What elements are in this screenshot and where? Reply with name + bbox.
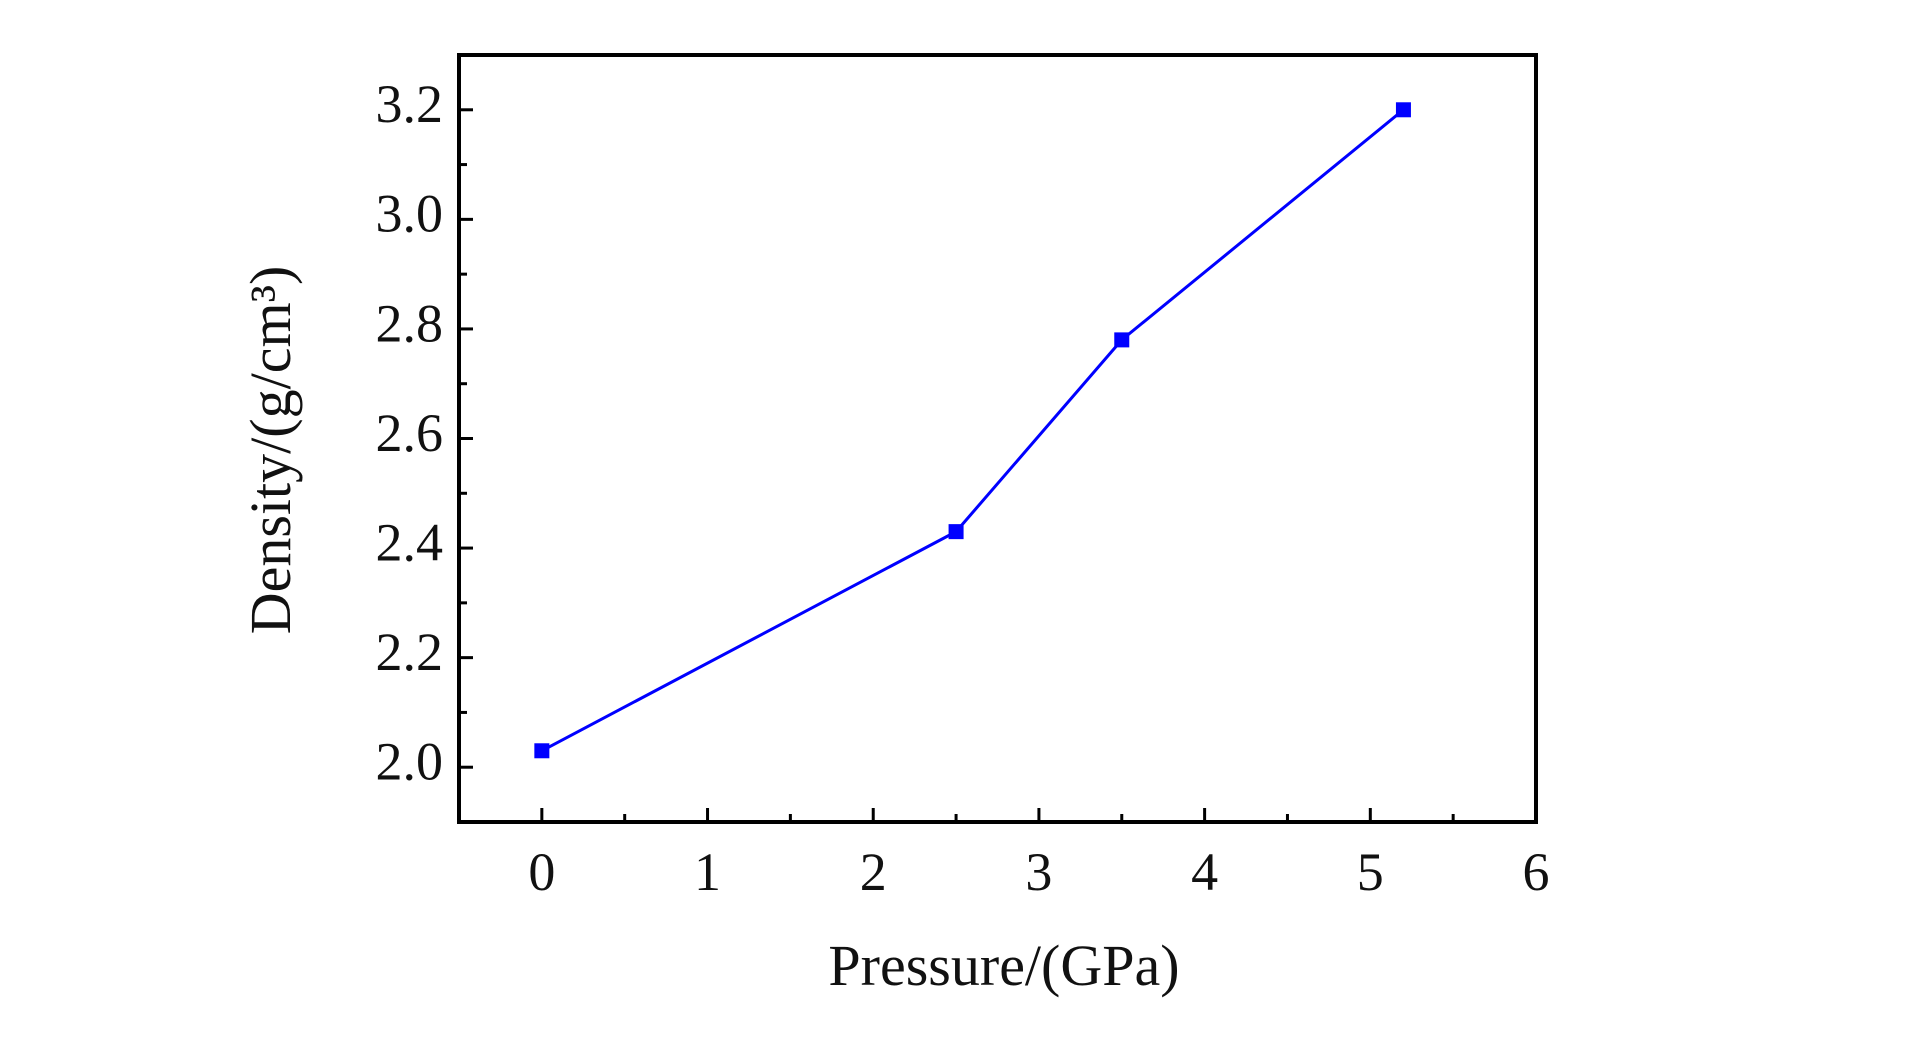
data-point: [948, 524, 964, 540]
y-tick-label: 3.0: [376, 184, 444, 244]
x-tick-label: 1: [694, 842, 721, 902]
data-point: [1114, 332, 1130, 348]
x-tick-label: 6: [1523, 842, 1550, 902]
y-tick-label: 2.8: [376, 293, 444, 353]
x-tick-label: 3: [1025, 842, 1052, 902]
y-tick-label: 2.6: [376, 403, 444, 463]
x-tick-label: 0: [528, 842, 555, 902]
data-line: [541, 108, 1405, 753]
x-axis-label: Pressure/(GPa): [828, 933, 1179, 998]
y-tick-label: 2.2: [376, 622, 444, 682]
y-tick-label: 2.4: [376, 512, 444, 572]
x-tick-label: 5: [1357, 842, 1384, 902]
y-tick-label: 3.2: [376, 74, 444, 134]
x-tick-label: 2: [860, 842, 887, 902]
data-point: [534, 743, 550, 759]
data-point: [1395, 102, 1411, 118]
y-tick-label: 2.0: [376, 732, 444, 792]
x-tick-label: 4: [1191, 842, 1218, 902]
y-axis-label: Density/(g/cm³): [238, 266, 303, 635]
plot-frame: [457, 53, 1538, 824]
